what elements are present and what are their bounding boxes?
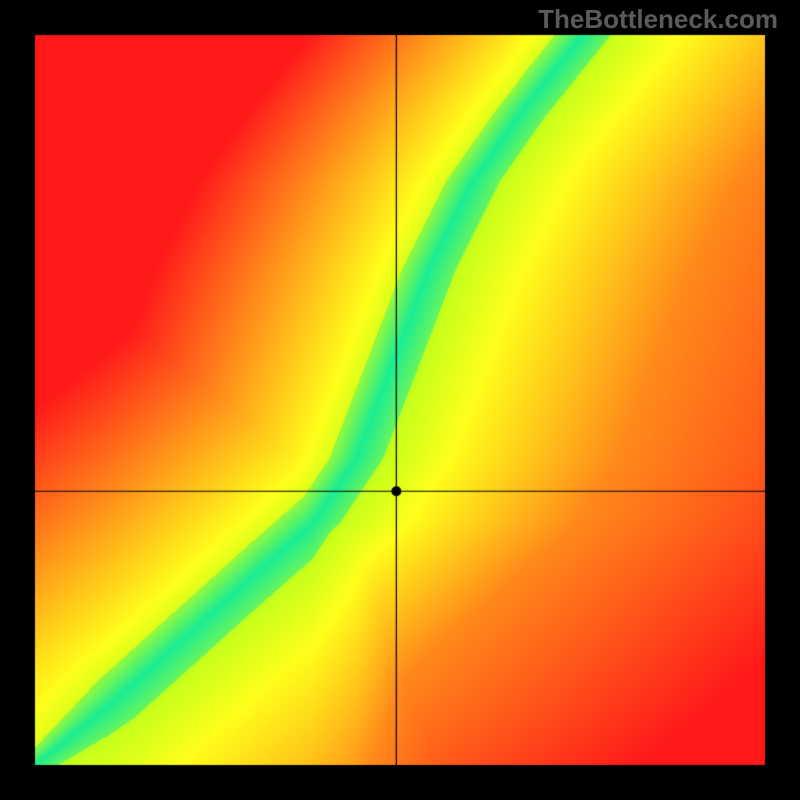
watermark-text: TheBottleneck.com <box>538 4 778 35</box>
bottleneck-heatmap <box>0 0 800 800</box>
